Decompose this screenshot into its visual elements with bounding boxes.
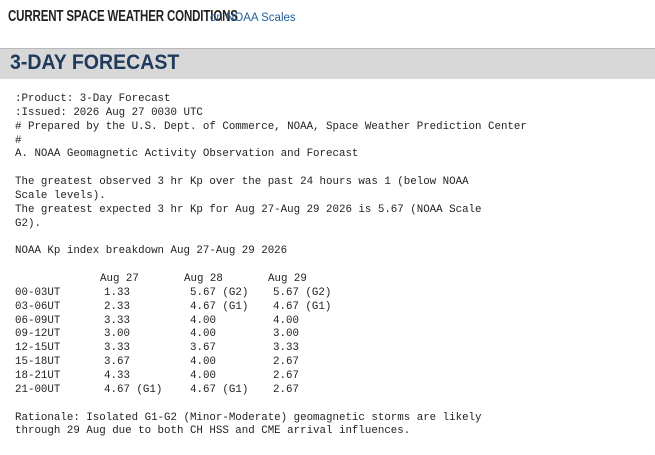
time-range: 06-09UT <box>15 314 61 327</box>
time-range: 21-00UT <box>15 383 61 396</box>
text-line: G2). <box>15 217 41 230</box>
section-title: 3-DAY FORECAST <box>10 51 180 74</box>
kp-value: 3.00 <box>104 328 130 341</box>
kp-value: 4.00 <box>190 356 216 369</box>
column-header: Aug 28 <box>184 273 223 286</box>
kp-value: 3.33 <box>104 342 130 355</box>
column-header: Aug 27 <box>100 273 139 286</box>
text-line: A. NOAA Geomagnetic Activity Observation… <box>15 148 359 161</box>
time-range: 18-21UT <box>15 370 61 382</box>
kp-value: 5.67 (G2) <box>273 286 332 299</box>
kp-value: 2.67 <box>273 356 299 369</box>
text-line: # <box>15 134 22 147</box>
section-band <box>0 48 655 79</box>
kp-value: 4.00 <box>190 370 216 382</box>
time-range: 12-15UT <box>15 342 61 355</box>
kp-value: 4.67 (G1) <box>190 300 249 313</box>
kp-value: 2.67 <box>273 370 299 382</box>
kp-value: 2.33 <box>104 300 130 313</box>
breakdown-title: NOAA Kp index breakdown Aug 27-Aug 29 20… <box>15 245 288 258</box>
kp-value: 4.00 <box>190 314 216 327</box>
text-line: The greatest expected 3 hr Kp for Aug 27… <box>15 203 482 216</box>
kp-value: 4.33 <box>104 370 130 382</box>
scales-link[interactable]: on NOAA Scales <box>210 12 296 24</box>
kp-value: 4.00 <box>273 314 299 327</box>
kp-value: 1.33 <box>104 286 130 299</box>
time-range: 00-03UT <box>15 286 61 299</box>
text-line: :Issued: 2026 Aug 27 0030 UTC <box>15 106 203 119</box>
kp-value: 4.00 <box>190 328 216 341</box>
page-title: CURRENT SPACE WEATHER CONDITIONS <box>8 8 238 25</box>
kp-value: 3.00 <box>273 328 299 341</box>
kp-value: 3.67 <box>104 356 130 369</box>
text-line: Scale levels). <box>15 189 106 202</box>
text-line: through 29 Aug due to both CH HSS and CM… <box>15 425 411 438</box>
column-header: Aug 29 <box>268 273 307 286</box>
time-range: 09-12UT <box>15 328 61 341</box>
text-line: # Prepared by the U.S. Dept. of Commerce… <box>15 120 527 133</box>
kp-value: 2.67 <box>273 383 299 396</box>
time-range: 03-06UT <box>15 300 61 313</box>
kp-value: 3.33 <box>104 314 130 327</box>
text-line: :Product: 3-Day Forecast <box>15 93 171 105</box>
kp-value: 5.67 (G2) <box>190 286 249 299</box>
kp-value: 4.67 (G1) <box>273 300 332 313</box>
kp-value: 3.67 <box>190 342 216 355</box>
kp-value: 3.33 <box>273 342 299 355</box>
text-line: Rationale: Isolated G1-G2 (Minor-Moderat… <box>15 411 482 424</box>
text-line: The greatest observed 3 hr Kp over the p… <box>15 176 469 189</box>
time-range: 15-18UT <box>15 356 61 369</box>
kp-value: 4.67 (G1) <box>190 383 249 396</box>
kp-value: 4.67 (G1) <box>104 383 163 396</box>
